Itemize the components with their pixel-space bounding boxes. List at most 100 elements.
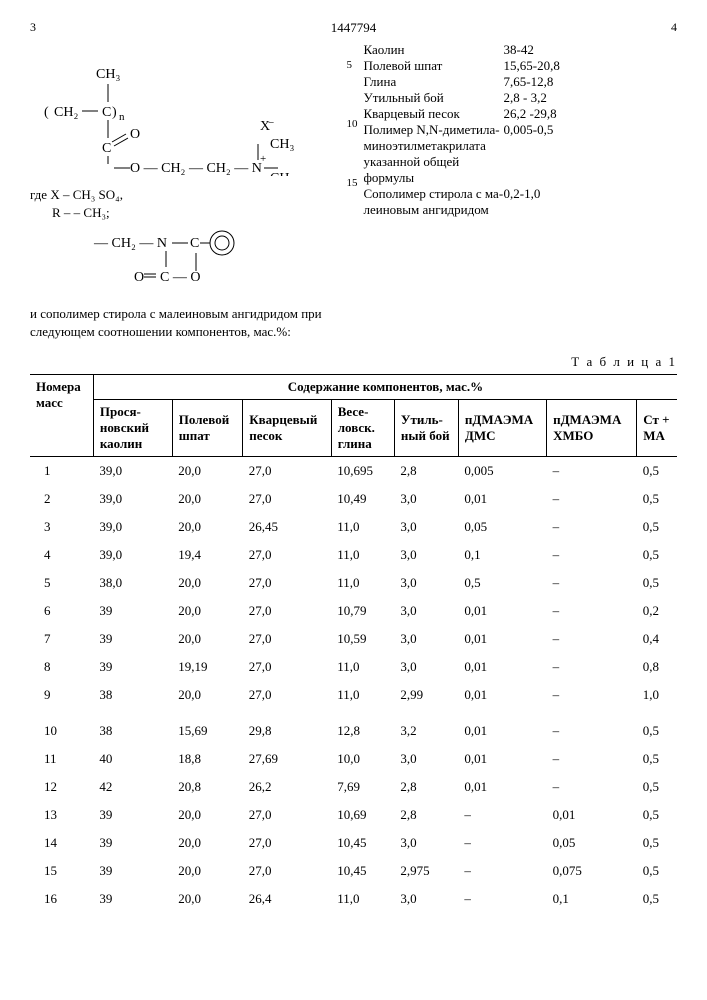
table-cell: 0,5	[637, 801, 677, 829]
table-cell: 39,0	[93, 513, 172, 541]
composition-label: Каолин	[364, 42, 504, 58]
table-cell: 3,0	[394, 541, 458, 569]
table-cell: 0,01	[547, 801, 637, 829]
table-cell: 19,19	[172, 653, 242, 681]
table-cell: 10,45	[331, 829, 394, 857]
composition-label: Сополимер стирола с ма­леиновым ан­гидри…	[364, 186, 504, 218]
composition-label: Утильный бой	[364, 90, 504, 106]
table-cell: 20,0	[172, 485, 242, 513]
composition-table: Номера масс Содержание компонентов, мас.…	[30, 374, 677, 913]
composition-label: Полимер N,N-диметила­миноэтилмета­крилат…	[364, 122, 504, 186]
svg-text:O: O	[134, 270, 144, 285]
table-cell: 1,0	[637, 681, 677, 709]
table-cell: 10,59	[331, 625, 394, 653]
table-cell: 29,8	[243, 709, 332, 745]
table-cell: 39	[93, 801, 172, 829]
row-number: 16	[30, 885, 93, 913]
table-cell: 10,0	[331, 745, 394, 773]
table-row: 439,019,427,011,03,00,1–0,5	[30, 541, 677, 569]
table-cell: 3,0	[394, 569, 458, 597]
table-cell: 3,2	[394, 709, 458, 745]
table-cell: 27,0	[243, 569, 332, 597]
column-header: Полевой шпат	[172, 400, 242, 457]
table-cell: 27,0	[243, 801, 332, 829]
table-cell: 0,05	[547, 829, 637, 857]
table-cell: 2,8	[394, 801, 458, 829]
table-cell: 19,4	[172, 541, 242, 569]
column-header: пДМАЭМА ДМС	[458, 400, 546, 457]
table-cell: 2,8	[394, 457, 458, 486]
table-cell: 10,45	[331, 857, 394, 885]
svg-text:n: n	[119, 111, 125, 123]
row-number: 11	[30, 745, 93, 773]
table-cell: –	[458, 829, 546, 857]
row-number: 5	[30, 569, 93, 597]
left-column: 5 10 15 ( CH₂ C ) n CH₃ C O	[30, 42, 344, 340]
composition-row: Полимер N,N-диметила­миноэтилмета­крилат…	[364, 122, 678, 186]
column-header: Утиль­ный бой	[394, 400, 458, 457]
row-number: 10	[30, 709, 93, 745]
svg-text:— CH₂ — N: — CH₂ — N	[93, 236, 167, 251]
table-cell: 10,49	[331, 485, 394, 513]
table-cell: 0,2	[637, 597, 677, 625]
table-cell: 0,075	[547, 857, 637, 885]
table-cell: 3,0	[394, 485, 458, 513]
composition-value: 0,2-1,0	[504, 186, 604, 218]
table-cell: 39	[93, 857, 172, 885]
table-cell: 20,8	[172, 773, 242, 801]
table-cell: 0,5	[637, 885, 677, 913]
table-cell: 0,01	[458, 625, 546, 653]
table-cell: 27,0	[243, 681, 332, 709]
table-row: 93820,027,011,02,990,01–1,0	[30, 681, 677, 709]
svg-text:C: C	[102, 105, 111, 120]
table-cell: 0,5	[637, 857, 677, 885]
line-marker: 10	[347, 119, 358, 130]
table-cell: 3,0	[394, 597, 458, 625]
table-cell: 0,01	[458, 597, 546, 625]
table-cell: 0,01	[458, 745, 546, 773]
row-header: Номера масс	[30, 375, 93, 457]
table-cell: –	[547, 709, 637, 745]
table-row: 139,020,027,010,6952,80,005–0,5	[30, 457, 677, 486]
table-cell: 27,0	[243, 829, 332, 857]
row-number: 15	[30, 857, 93, 885]
table-cell: 0,1	[547, 885, 637, 913]
column-header: пДМАЭМА ХМБО	[547, 400, 637, 457]
row-number: 2	[30, 485, 93, 513]
table-cell: 27,0	[243, 457, 332, 486]
table-row: 73920,027,010,593,00,01–0,4	[30, 625, 677, 653]
svg-text:R: R	[252, 175, 262, 176]
table-cell: 27,0	[243, 857, 332, 885]
table-cell: 20,0	[172, 885, 242, 913]
page-header: 3 1447794 4	[30, 20, 677, 36]
table-cell: –	[547, 485, 637, 513]
table-cell: –	[547, 513, 637, 541]
table-cell: 26,2	[243, 773, 332, 801]
table-cell: 3,0	[394, 513, 458, 541]
table-cell: –	[547, 597, 637, 625]
table-cell: 20,0	[172, 829, 242, 857]
table-cell: 0,5	[637, 709, 677, 745]
table-cell: 20,0	[172, 513, 242, 541]
row-number: 1	[30, 457, 93, 486]
table-row: 63920,027,010,793,00,01–0,2	[30, 597, 677, 625]
column-header: Весе­ловск. глина	[331, 400, 394, 457]
table-cell: 0,5	[637, 745, 677, 773]
table-cell: 15,69	[172, 709, 242, 745]
table-cell: –	[458, 801, 546, 829]
svg-text:C: C	[190, 236, 199, 251]
svg-text:C: C	[102, 141, 111, 156]
where-r: R ‒ ‒ CH₃;	[30, 204, 344, 222]
column-header: Кварцевый песок	[243, 400, 332, 457]
svg-text:+: +	[260, 153, 266, 165]
table-cell: 38,0	[93, 569, 172, 597]
table-cell: 0,01	[458, 653, 546, 681]
svg-text:CH₃: CH₃	[270, 171, 294, 176]
table-cell: 18,8	[172, 745, 242, 773]
composition-row: Глина7,65-12,8	[364, 74, 678, 90]
column-header: Ст + МА	[637, 400, 677, 457]
table-cell: 11,0	[331, 569, 394, 597]
line-marker: 5	[347, 60, 358, 71]
table-cell: 20,0	[172, 625, 242, 653]
table-cell: 27,69	[243, 745, 332, 773]
